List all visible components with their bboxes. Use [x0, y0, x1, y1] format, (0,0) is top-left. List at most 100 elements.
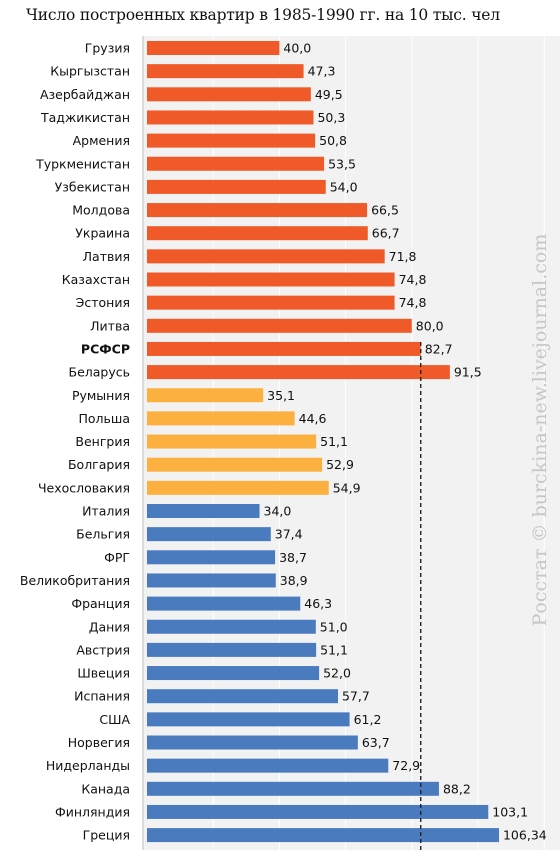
bar [147, 64, 304, 79]
bar [147, 642, 317, 657]
bar [147, 341, 421, 356]
value-label: 74,8 [399, 272, 427, 287]
category-label: Канада [81, 781, 130, 796]
bar [147, 735, 358, 750]
bar [147, 596, 301, 611]
category-label: Дания [89, 619, 130, 634]
value-label: 51,1 [320, 434, 348, 449]
value-label: 54,0 [330, 179, 358, 194]
value-label: 35,1 [267, 388, 295, 403]
value-label: 38,9 [280, 573, 308, 588]
category-label: Венгрия [75, 434, 130, 449]
category-label: Финляндия [55, 804, 130, 819]
category-label: Норвегия [68, 735, 130, 750]
value-label: 38,7 [279, 550, 307, 565]
bar [147, 226, 368, 241]
category-label: Польша [78, 411, 130, 426]
value-label: 37,4 [275, 527, 303, 542]
category-label: Италия [82, 504, 130, 519]
category-label: Молдова [72, 203, 130, 218]
bar [147, 666, 320, 681]
bar [147, 804, 489, 819]
value-label: 106,34 [503, 828, 547, 843]
bar [147, 689, 338, 704]
value-label: 52,9 [326, 457, 354, 472]
bar [147, 156, 325, 171]
value-label: 66,5 [371, 203, 399, 218]
category-label: Таджикистан [40, 110, 130, 125]
category-label: Азербайджан [40, 87, 130, 102]
category-label: США [99, 712, 130, 727]
category-label: Болгария [68, 457, 130, 472]
value-label: 49,5 [315, 87, 343, 102]
bar [147, 457, 323, 472]
bar [147, 179, 326, 194]
value-label: 44,6 [299, 411, 327, 426]
value-label: 51,1 [320, 642, 348, 657]
category-label: Испания [74, 689, 130, 704]
chart-title: Число построенных квартир в 1985-1990 гг… [26, 6, 500, 24]
category-label: ФРГ [104, 550, 130, 565]
value-label: 50,3 [317, 110, 345, 125]
bar [147, 828, 499, 843]
category-label: Беларусь [69, 365, 131, 380]
value-label: 66,7 [372, 226, 400, 241]
bar [147, 110, 314, 125]
bar [147, 504, 260, 518]
value-label: 40,0 [283, 41, 311, 56]
watermark: Росстат © burckina-new.livejournal.com [529, 233, 551, 627]
value-label: 52,0 [323, 666, 351, 681]
bar [147, 434, 317, 449]
value-label: 57,7 [342, 689, 370, 704]
value-label: 50,8 [319, 133, 347, 148]
bar [147, 295, 395, 310]
category-label: Франция [71, 596, 130, 611]
bar [147, 619, 316, 634]
category-label: Эстония [76, 295, 130, 310]
value-label: 51,0 [320, 619, 348, 634]
value-label: 71,8 [389, 249, 417, 264]
category-label: Австрия [76, 642, 130, 657]
value-label: 103,1 [492, 804, 528, 819]
bar [147, 133, 316, 148]
bar [147, 41, 280, 55]
category-label: Казахстан [62, 272, 130, 287]
category-label: Нидерланды [46, 758, 130, 773]
category-label: Армения [73, 133, 130, 148]
category-label: Украина [75, 226, 130, 241]
category-label: Туркменистан [35, 156, 130, 171]
bar [147, 272, 395, 287]
value-label: 46,3 [304, 596, 332, 611]
value-label: 91,5 [454, 365, 482, 380]
value-label: 82,7 [425, 341, 453, 356]
value-label: 47,3 [308, 64, 336, 79]
category-label: Узбекистан [55, 179, 130, 194]
bar [147, 781, 439, 796]
category-label: Кыргызстан [50, 64, 130, 79]
bar [147, 758, 389, 773]
bars: Грузия 40,0 Кыргызстан 47,3 Азербайджан 49,5 Т… [20, 41, 547, 843]
category-label: Швеция [77, 666, 130, 681]
category-label: Румыния [72, 388, 130, 403]
category-label: Чехословакия [38, 480, 130, 495]
value-label: 72,9 [392, 758, 420, 773]
category-label: Грузия [85, 41, 130, 56]
value-label: 74,8 [399, 295, 427, 310]
value-label: 63,7 [362, 735, 390, 750]
bar [147, 87, 311, 102]
value-label: 61,2 [354, 712, 382, 727]
bar [147, 480, 329, 495]
category-label: Греция [83, 828, 130, 843]
value-label: 53,5 [328, 156, 356, 171]
bar [147, 712, 350, 727]
bar [147, 203, 368, 218]
bar [147, 527, 271, 542]
bar [147, 365, 450, 380]
category-label: Бельгия [76, 527, 130, 542]
bar [147, 550, 276, 565]
bar [147, 388, 264, 403]
bar [147, 573, 276, 588]
value-label: 88,2 [443, 781, 471, 796]
category-label: Великобритания [20, 573, 130, 588]
category-label: Латвия [83, 249, 130, 264]
